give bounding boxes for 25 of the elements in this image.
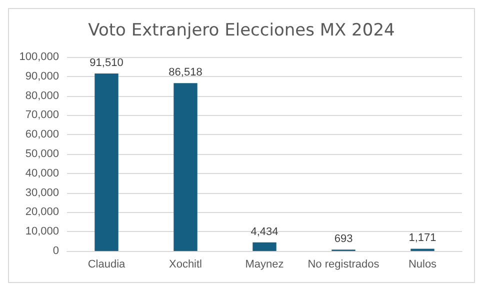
y-tick-label: 60,000 <box>25 128 59 141</box>
x-tick-label: Nulos <box>408 258 438 270</box>
y-tick-label: 70,000 <box>25 109 59 122</box>
x-tick-label: Claudia <box>88 258 126 270</box>
y-tick-label: 50,000 <box>25 148 59 160</box>
y-tick-label: 30,000 <box>25 186 59 199</box>
y-tick-label: 90,000 <box>25 70 59 82</box>
x-tick-label: No registrados <box>308 258 380 270</box>
y-tick-label: 0 <box>52 245 59 257</box>
bar <box>94 73 118 251</box>
y-tick-label: 20,000 <box>25 206 59 218</box>
x-tick-label: Maynez <box>245 258 284 270</box>
y-tick-label: 40,000 <box>25 167 59 180</box>
data-label: 91,510 <box>90 56 124 69</box>
x-tick-label: Xochitl <box>168 258 202 270</box>
data-label: 1,171 <box>408 232 436 244</box>
y-tick-label: 100,000 <box>19 51 59 63</box>
bar <box>174 83 198 251</box>
y-tick-label: 80,000 <box>25 90 59 102</box>
y-tick-label: 10,000 <box>25 226 59 238</box>
chart-title: Voto Extranjero Elecciones MX 2024 <box>88 20 395 40</box>
data-label: 4,434 <box>250 226 278 238</box>
bar <box>252 242 276 251</box>
data-label: 86,518 <box>168 66 202 79</box>
data-label: 693 <box>334 233 353 246</box>
